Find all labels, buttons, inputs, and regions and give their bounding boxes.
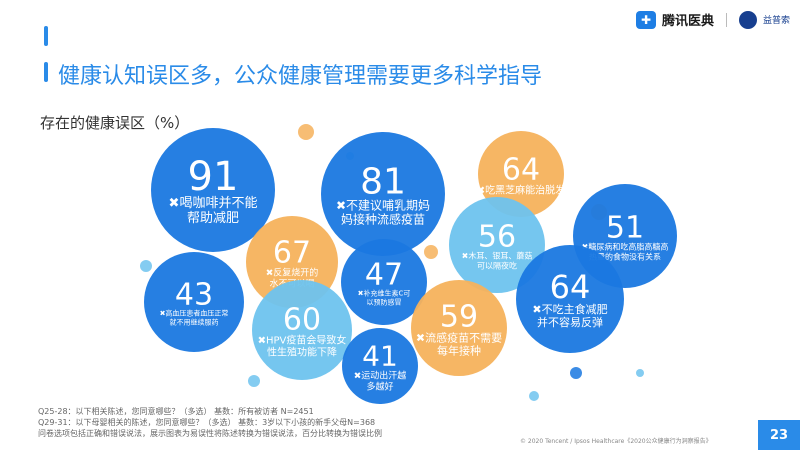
- accent-bar: [44, 26, 48, 46]
- bubble-label: ✖不建议哺乳期妈: [336, 199, 430, 213]
- bubble-circle: [151, 128, 275, 252]
- brand-name: 腾讯医典: [662, 14, 715, 29]
- bubble-label: 妈接种流感疫苗: [341, 212, 425, 227]
- bubble-value: 41: [362, 340, 398, 373]
- footnote: Q25-28：以下相关陈述，您同意哪些？（多选） 基数：所有被访者 N=2451…: [38, 406, 382, 439]
- bubble-circle: [342, 328, 418, 404]
- partner-name: 益普索: [763, 16, 791, 26]
- bubble-circle: [321, 132, 445, 256]
- decorative-dot: [140, 260, 152, 272]
- page-number: 23: [758, 420, 800, 450]
- page-title: 健康认知误区多，公众健康管理需要更多科学指导: [58, 64, 543, 89]
- bubble-label: 并不容易反弹: [537, 315, 603, 329]
- bubble-circle: [478, 131, 564, 217]
- bubble-circle: [341, 239, 427, 325]
- bubble-label: ✖糖尿病和吃高脂高糖高: [582, 241, 669, 251]
- bubble-value: 67: [273, 235, 311, 270]
- bubble-label: 热量的食物没有关系: [589, 251, 661, 261]
- decorative-dot: [570, 367, 582, 379]
- bubble-label: ✖喝咖啡并不能: [169, 196, 258, 211]
- bubble-value: 47: [365, 257, 403, 292]
- bubble-label: ✖木耳、银耳、蘑菇: [462, 250, 533, 260]
- tencent-medical-logo-icon: ✚: [636, 10, 656, 29]
- decorative-dot: [248, 375, 260, 387]
- bubble-label: 帮助减肥: [187, 211, 239, 226]
- title-accent-bar: [44, 62, 48, 82]
- bubble-value: 59: [440, 299, 478, 334]
- ipsos-logo-icon: [739, 10, 758, 29]
- bubble-circle: [252, 280, 352, 380]
- bubble-label: ✖吃黑芝麻能治脱发: [477, 183, 565, 196]
- bubble-value: 56: [478, 219, 516, 254]
- decorative-dot: [636, 369, 644, 377]
- bubble-value: 60: [283, 302, 321, 337]
- bubble-circle: [144, 252, 244, 352]
- bubble-value: 43: [175, 277, 213, 312]
- bubble-value: 91: [188, 154, 239, 200]
- bubble-value: 51: [606, 210, 644, 245]
- footnote-line-1: Q25-28：以下相关陈述，您同意哪些？（多选） 基数：所有被访者 N=2451: [38, 407, 314, 416]
- bubble-label: ✖反复烧开的: [266, 266, 319, 278]
- logo-area: ✚ 腾讯医典 益普索: [636, 10, 790, 29]
- bubble-label: ✖不吃主食减肥: [532, 302, 607, 316]
- logo-divider: [726, 12, 728, 27]
- bubble-value: 81: [360, 162, 406, 203]
- bubble-label: 多越好: [366, 381, 393, 393]
- bubble-label: 可以隔夜吃: [477, 260, 517, 270]
- footnote-line-2: Q29-31：以下母婴相关的陈述，您同意哪些？（多选） 基数：3岁以下小孩的新手…: [38, 418, 376, 427]
- bubble-value: 64: [502, 152, 540, 187]
- bubble-label: 就不用继续服药: [170, 317, 219, 326]
- footnote-line-3: 问卷选项包括正确和错误说法，展示图表为易误性将陈述转换为错误说法，百分比转换为错…: [38, 429, 382, 438]
- bubble-circle: [449, 197, 545, 293]
- bubble-value: 64: [550, 268, 591, 306]
- bubble: 64✖吃黑芝麻能治脱发: [477, 131, 565, 217]
- bubble-label: ✖运动出汗越: [354, 370, 407, 382]
- bubble-label: ✖补充维生素C可: [358, 288, 411, 297]
- bubble-label: ✖HPV疫苗会导致女: [258, 333, 347, 346]
- copyright: © 2020 Tencent / Ipsos Healthcare《2020公众…: [520, 438, 712, 445]
- bubble-label: 性生殖功能下降: [267, 345, 337, 358]
- bubble-circle: [516, 245, 624, 353]
- bubble-label: ✖流感疫苗不需要: [416, 330, 502, 344]
- bubble-label: 每年接种: [437, 343, 481, 357]
- bubble-label: ✖高血压患者血压正常: [160, 308, 229, 317]
- bubble-label: 以预防感冒: [367, 297, 402, 306]
- decorative-dot: [298, 124, 314, 140]
- bubble-circle: [411, 280, 507, 376]
- decorative-dot: [424, 245, 438, 259]
- decorative-dot: [529, 391, 539, 401]
- chart-subtitle: 存在的健康误区（%）: [40, 114, 190, 132]
